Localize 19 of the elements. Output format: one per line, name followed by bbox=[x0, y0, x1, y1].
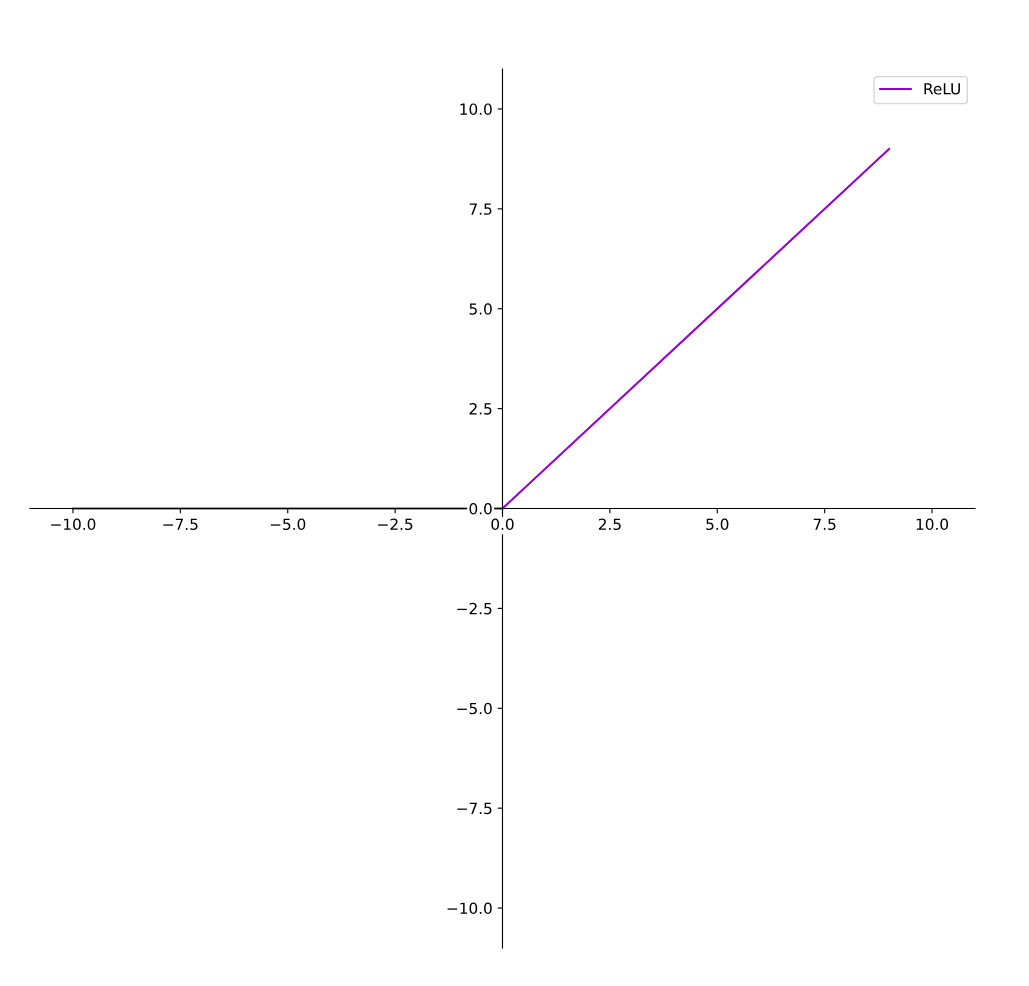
x-tick-label: 2.5 bbox=[598, 518, 621, 531]
x-tick-label: 0.0 bbox=[491, 518, 514, 531]
legend-label: ReLU bbox=[924, 83, 960, 95]
x-tick-label: 5.0 bbox=[706, 518, 729, 531]
x-tick-label: −7.5 bbox=[163, 518, 198, 531]
y-tick-label: −5.0 bbox=[457, 702, 492, 715]
y-tick-label: −2.5 bbox=[457, 602, 492, 615]
y-tick-label: 5.0 bbox=[469, 303, 492, 315]
y-tick-label: 2.5 bbox=[469, 403, 492, 415]
y-tick-label: −10.0 bbox=[447, 902, 492, 915]
x-tick-label: 7.5 bbox=[813, 518, 836, 531]
x-tick-label: 10.0 bbox=[916, 518, 949, 531]
x-tick-label: −5.0 bbox=[270, 518, 306, 531]
x-tick-label: −2.5 bbox=[378, 518, 413, 531]
x-tick-label: −10.0 bbox=[51, 518, 96, 531]
y-tick-label: 7.5 bbox=[469, 203, 492, 215]
y-tick-label: 0.0 bbox=[469, 502, 492, 515]
y-tick-label: 10.0 bbox=[460, 103, 492, 115]
y-tick-label: −7.5 bbox=[457, 802, 492, 815]
